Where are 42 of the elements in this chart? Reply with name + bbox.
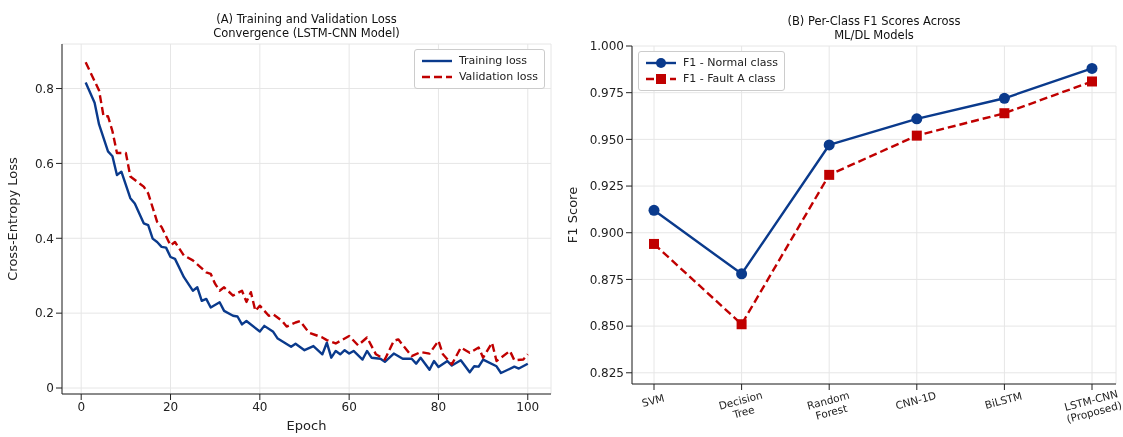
x-tick-label: CNN-1D	[894, 388, 938, 412]
point	[998, 92, 1010, 104]
x-tick-label: 60	[341, 399, 357, 414]
point	[649, 238, 659, 249]
y-tick-label: 0.4	[34, 231, 54, 246]
x-axis-title: Epoch	[286, 418, 327, 433]
y-tick-label: 0.2	[34, 306, 54, 321]
x-tick-label: 0	[77, 399, 86, 414]
x-tick-label: Random Forest	[805, 388, 851, 422]
y-tick-label: 1.000	[589, 39, 624, 54]
chart-title: (A) Training and Validation Loss Convergence (LSTM-CNN Model)	[212, 12, 401, 40]
legend-label: F1 - Normal class	[683, 55, 778, 71]
point	[648, 204, 660, 216]
y-tick-label: 0.850	[589, 319, 624, 334]
chart-title: (B) Per-Class F1 Scores Across ML/DL Models	[786, 14, 962, 42]
point	[999, 108, 1010, 119]
point	[823, 139, 835, 151]
y-tick-label: 0.950	[589, 132, 624, 147]
x-tick-label: Decision Tree	[717, 388, 764, 421]
point	[1087, 76, 1097, 87]
y-tick-label: 0.825	[589, 366, 624, 381]
legend-label: F1 - Fault A class	[683, 71, 776, 87]
point	[736, 268, 748, 280]
y-tick-label: 0.8	[34, 81, 54, 96]
y-tick-label: 0.6	[34, 156, 54, 171]
point	[911, 130, 922, 141]
point	[736, 319, 747, 330]
point	[911, 113, 923, 125]
x-tick-label: SVM	[640, 391, 666, 409]
y-tick-label: 0.875	[589, 272, 624, 287]
y-tick-label: 0.925	[589, 179, 624, 194]
x-tick-label: BiLSTM	[983, 389, 1024, 411]
x-tick-label: 100	[516, 399, 540, 414]
legend-label: Training loss	[458, 53, 528, 69]
point	[824, 169, 835, 180]
x-tick-label: 20	[162, 399, 179, 414]
x-tick-label: 40	[252, 399, 268, 414]
legend-label: Validation loss	[458, 69, 538, 85]
x-tick-label: 80	[430, 399, 447, 414]
y-tick-label: 0.900	[589, 226, 624, 240]
y-tick-label: 0.975	[589, 85, 624, 100]
point	[1086, 62, 1098, 74]
